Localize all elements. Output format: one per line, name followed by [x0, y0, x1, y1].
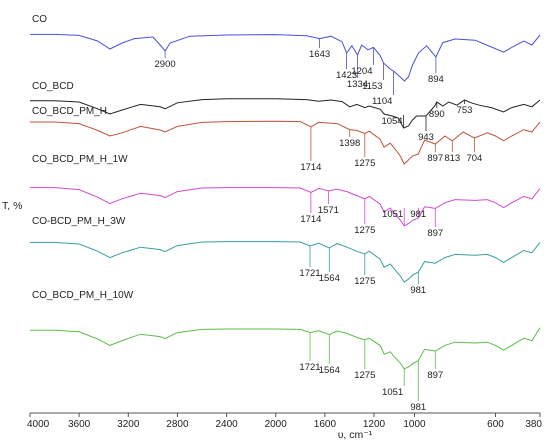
annotation-label-1-1: 2900 [155, 59, 176, 70]
x-tick-label-6: 2000 [265, 419, 288, 430]
annotation-label-6-4: 1051 [382, 387, 403, 398]
annotation-label-3-6: 704 [466, 153, 482, 164]
annotation-label-1-3: 1423 [336, 70, 357, 81]
series-line-5 [30, 241, 541, 283]
annotation-label-1-4: 1334 [347, 79, 368, 90]
annotation-label-2-2: 943 [418, 132, 434, 143]
annotation-label-4-4: 1051 [382, 209, 403, 220]
x-tick-label-4: 2800 [166, 419, 189, 430]
annotation-label-2-3: 890 [429, 109, 445, 120]
annotation-label-4-2: 1571 [318, 205, 339, 216]
annotation-label-4-1: 1714 [300, 214, 321, 225]
series-line-2 [30, 98, 541, 129]
annotation-label-1-7: 1104 [372, 96, 392, 107]
series-line-4 [30, 187, 541, 227]
series-label-6: CO_BCD_PM_H_10W [32, 290, 134, 301]
series-label-layer: CO CO_BCD CO_BCD_PM_H CO_BCD_PM_H_1W CO-BCD_… [32, 14, 134, 301]
x-tick-label-5: 2400 [215, 419, 238, 430]
annotation-label-6-2: 1564 [319, 365, 340, 376]
annotation-label-5-3: 1275 [354, 276, 375, 287]
x-tick-label-11: 380 [525, 419, 542, 430]
annotation-label-3-3: 1275 [354, 158, 375, 169]
annotation-label-1-6: 1153 [362, 81, 382, 92]
annotation-label-4-5: 981 [410, 209, 426, 220]
annotation-label-1-2: 1643 [309, 49, 330, 60]
x-tick-label-10: 600 [487, 419, 504, 430]
x-axis-title: υ, cm⁻¹ [338, 429, 373, 441]
x-tick-layer: 4000 3600 3200 2800 2400 2000 1600 1200 1000 600 3… [27, 413, 542, 430]
y-axis-title: T, % [2, 200, 22, 212]
annotation-label-4-3: 1275 [354, 225, 375, 236]
annotation-label-3-1: 1714 [300, 162, 321, 173]
annotation-label-5-1: 1721 [299, 268, 320, 279]
series-label-5: CO-BCD_PM_H_3W [32, 216, 126, 227]
series-layer [30, 33, 541, 370]
x-tick-label-3: 3200 [117, 419, 140, 430]
annotation-label-6-3: 1275 [354, 370, 375, 381]
series-label-4: CO_BCD_PM_H_1W [32, 154, 128, 165]
annotation-label-6-1: 1721 [299, 362, 320, 373]
series-label-1: CO [32, 14, 47, 25]
annotation-label-2-1: 1054 [381, 116, 402, 127]
series-label-2: CO_BCD [32, 81, 74, 92]
annotation-label-6-6: 897 [427, 370, 443, 381]
annotation-label-6-5: 981 [410, 402, 426, 413]
annotation-label-5-2: 1564 [319, 273, 340, 284]
x-tick-label-1: 4000 [27, 419, 50, 430]
annotation-label-2-4: 753 [457, 105, 473, 116]
x-tick-label-7: 1600 [314, 419, 337, 430]
annotation-label-3-5: 813 [444, 153, 460, 164]
x-tick-label-9: 1000 [403, 419, 426, 430]
series-line-6 [30, 327, 541, 370]
series-label-3: CO_BCD_PM_H [32, 106, 107, 117]
annotation-label-1-8: 894 [428, 74, 444, 85]
annotation-label-1-5: 1204 [351, 66, 372, 77]
annotation-label-5-4: 981 [410, 285, 426, 296]
x-tick-label-8: 1200 [363, 419, 386, 430]
annotation-label-3-2: 1398 [339, 138, 360, 149]
annotation-label-4-6: 897 [427, 228, 443, 239]
x-tick-label-2: 3600 [68, 419, 91, 430]
annotation-label-3-4: 897 [427, 153, 443, 164]
series-line-1 [30, 33, 541, 82]
